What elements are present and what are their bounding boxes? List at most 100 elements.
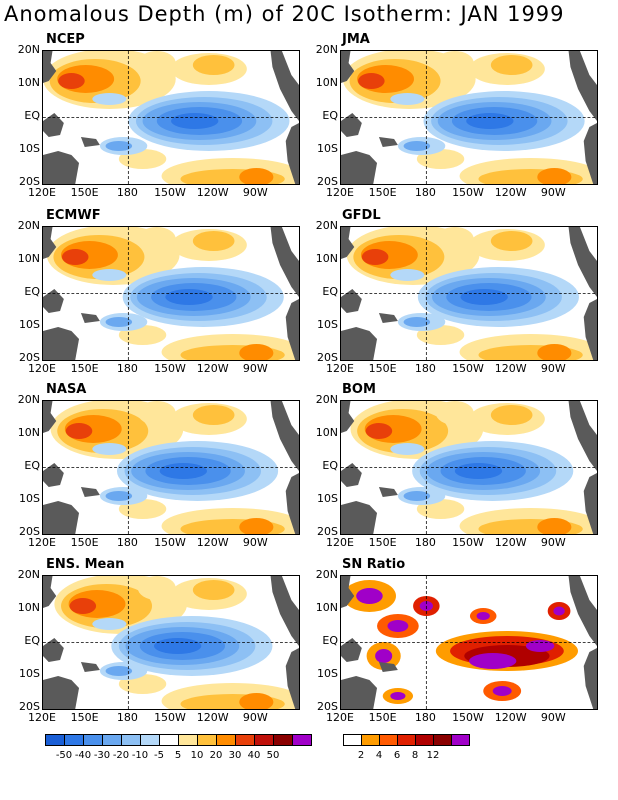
longitude-label: 120E <box>28 536 56 549</box>
colorbar-swatch <box>452 735 469 745</box>
colorbar-label: 10 <box>190 750 204 761</box>
latitude-label: 20S <box>19 700 40 713</box>
colorbar-label: 12 <box>426 750 440 761</box>
latitude-label: EQ <box>322 109 338 122</box>
longitude-label: 90W <box>242 186 268 199</box>
colorbar-swatch <box>103 735 122 745</box>
latitude-label: 20S <box>317 175 338 188</box>
map-area <box>42 226 300 361</box>
latitude-label: 20S <box>317 525 338 538</box>
map-panel: SN Ratio 20N 10N EQ 10S 20S 120E 150E 180 150W 120… <box>298 557 598 724</box>
colorbar-swatch <box>46 735 65 745</box>
latitude-label: EQ <box>24 285 40 298</box>
colorbar-swatch <box>141 735 160 745</box>
latitude-label: 20N <box>315 568 338 581</box>
colorbar-swatch <box>122 735 141 745</box>
longitude-label: 150E <box>368 186 397 199</box>
latitude-label: 10N <box>17 76 40 89</box>
latitude-label: 10N <box>315 601 338 614</box>
colorbar-label: -30 <box>93 750 111 761</box>
map-area <box>42 400 300 535</box>
longitude-label: 90W <box>540 186 566 199</box>
latitude-label: 10N <box>17 601 40 614</box>
map-panel: ECMWF 20N 10N EQ 10S 20S 120E 150E 180 150W 120W 90… <box>0 208 300 375</box>
longitude-label: 180 <box>414 186 436 199</box>
colorbar-swatch <box>160 735 179 745</box>
colorbar-label: -40 <box>74 750 92 761</box>
latitude-label: 10S <box>19 492 40 505</box>
longitude-label: 180 <box>116 362 138 375</box>
longitude-label: 120W <box>494 711 527 724</box>
latitude-label: 10S <box>317 142 338 155</box>
longitude-label: 120W <box>196 536 229 549</box>
longitude-label: 120W <box>196 362 229 375</box>
colorbar-label: 6 <box>393 750 401 761</box>
longitude-label: 150W <box>452 536 484 549</box>
longitude-label: 120E <box>326 186 354 199</box>
colorbar-label: 5 <box>174 750 182 761</box>
longitude-label: 150W <box>154 536 186 549</box>
longitude-label: 90W <box>242 711 268 724</box>
longitude-label: 180 <box>414 362 436 375</box>
longitude-label: 90W <box>540 536 566 549</box>
latitude-label: 20N <box>17 43 40 56</box>
longitude-label: 120E <box>28 711 56 724</box>
colorbar-swatch <box>65 735 84 745</box>
longitude-label: 150W <box>452 362 484 375</box>
latitude-label: 20S <box>19 525 40 538</box>
colorbar-swatch <box>344 735 362 745</box>
anomaly-field <box>43 51 299 184</box>
latitude-label: 10S <box>317 667 338 680</box>
longitude-label: 150E <box>70 536 99 549</box>
latitude-label: 20N <box>315 393 338 406</box>
map-area <box>340 400 598 535</box>
colorbar-label: 40 <box>247 750 261 761</box>
map-panel: NASA 20N 10N EQ 10S 20S 120E 150E 180 150W 120W 90W <box>0 382 300 549</box>
latitude-label: 20N <box>17 393 40 406</box>
panel-title: GFDL <box>342 208 381 223</box>
longitude-label: 120W <box>494 536 527 549</box>
latitude-label: 10S <box>19 318 40 331</box>
anomaly-field <box>43 227 299 360</box>
colorbar-swatch <box>179 735 198 745</box>
longitude-label: 150E <box>368 536 397 549</box>
colorbar-label: 8 <box>411 750 419 761</box>
longitude-label: 120E <box>326 536 354 549</box>
colorbar-swatch <box>198 735 217 745</box>
panel-title: SN Ratio <box>342 557 406 572</box>
colorbar-swatch <box>255 735 274 745</box>
latitude-label: 20N <box>315 43 338 56</box>
colorbar-swatch <box>434 735 452 745</box>
colorbar-swatch <box>84 735 103 745</box>
longitude-label: 90W <box>242 362 268 375</box>
longitude-label: 150E <box>70 362 99 375</box>
longitude-label: 120W <box>196 711 229 724</box>
anomaly-field <box>341 227 597 360</box>
latitude-label: 20S <box>317 351 338 364</box>
anomaly-field <box>341 576 597 709</box>
latitude-label: EQ <box>322 634 338 647</box>
colorbar-label: -50 <box>55 750 73 761</box>
map-panel: GFDL 20N 10N EQ 10S 20S 120E 150E 180 150W 120W 90W <box>298 208 598 375</box>
latitude-label: 10S <box>19 142 40 155</box>
longitude-label: 120E <box>326 362 354 375</box>
longitude-label: 180 <box>116 186 138 199</box>
longitude-label: 90W <box>242 536 268 549</box>
longitude-label: 150W <box>452 186 484 199</box>
colorbar-swatch <box>380 735 398 745</box>
map-area <box>340 226 598 361</box>
colorbar-label: 30 <box>228 750 242 761</box>
longitude-label: 90W <box>540 711 566 724</box>
latitude-label: 10S <box>19 667 40 680</box>
longitude-label: 150W <box>452 711 484 724</box>
colorbar-label: -20 <box>112 750 130 761</box>
latitude-label: 10N <box>17 252 40 265</box>
longitude-label: 180 <box>414 536 436 549</box>
map-area <box>340 575 598 710</box>
latitude-label: 20N <box>17 219 40 232</box>
panel-title: JMA <box>342 32 370 47</box>
map-panel: ENS. Mean 20N 10N EQ 10S 20S 120E 150E 180 150W 12… <box>0 557 300 724</box>
panel-title: ECMWF <box>46 208 101 223</box>
colorbar-swatch <box>398 735 416 745</box>
colorbar-label: 50 <box>266 750 280 761</box>
